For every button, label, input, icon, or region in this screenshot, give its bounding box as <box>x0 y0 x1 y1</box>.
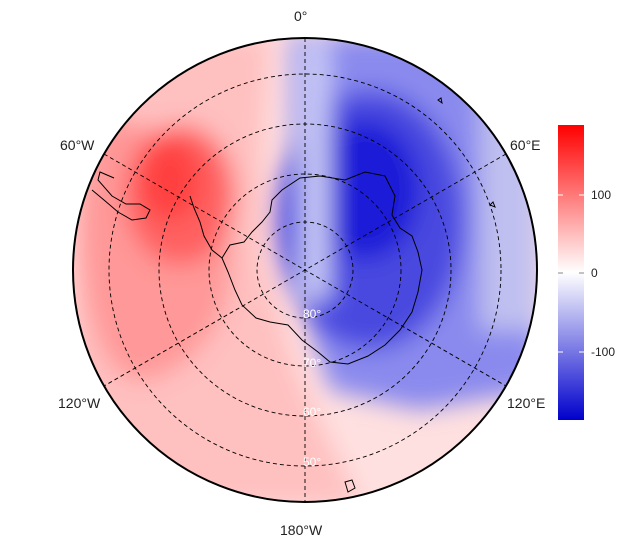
lon-label-60e: 60°E <box>510 137 541 153</box>
map-border <box>72 37 538 503</box>
island-2 <box>489 201 496 208</box>
lat-label-50: 50° <box>303 455 322 469</box>
lon-label-180w: 180°W <box>280 522 323 538</box>
island-1 <box>344 479 356 493</box>
island-3 <box>437 97 443 105</box>
colorbar-label-0: 0 <box>591 266 598 280</box>
lon-label-60w: 60°W <box>60 137 95 153</box>
lat-label-80: 80° <box>303 307 322 321</box>
graticule <box>103 38 507 502</box>
antarctica-coast <box>221 171 423 365</box>
coastline <box>91 97 496 493</box>
peninsula-coast <box>189 195 223 259</box>
south-america-coast <box>91 171 151 221</box>
colorbar-label-100: 100 <box>591 188 612 202</box>
lon-label-0: 0° <box>294 8 308 24</box>
lon-label-120e: 120°E <box>507 395 546 411</box>
meridian-60e-120w <box>103 153 507 387</box>
lat-circle-50 <box>108 73 502 467</box>
lat-label-60: 60° <box>303 405 322 419</box>
lon-label-120w: 120°W <box>58 395 101 411</box>
lat-label-70: 70° <box>303 356 322 370</box>
colorbar-label-neg100: -100 <box>591 345 616 359</box>
